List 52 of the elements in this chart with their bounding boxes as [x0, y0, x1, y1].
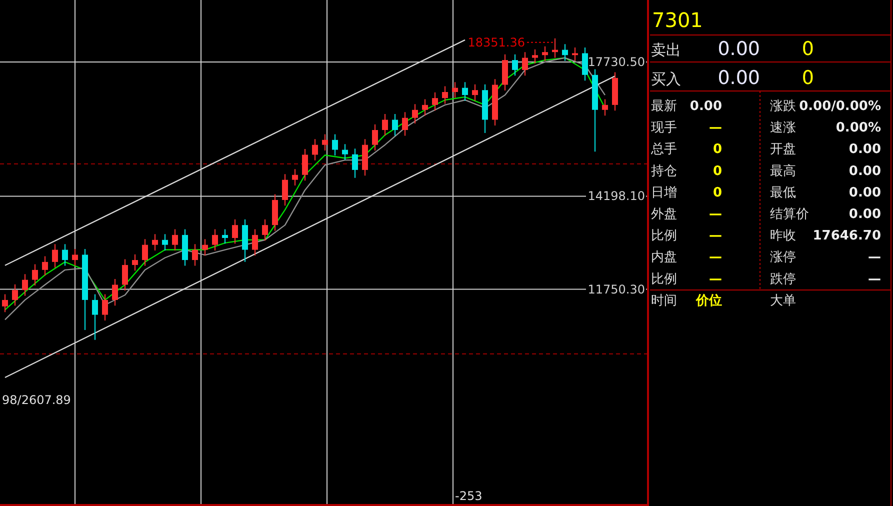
text: 持仓: [651, 164, 677, 179]
annotation: 98/2607.89: [2, 393, 71, 407]
text: —: [709, 207, 722, 222]
text: 速涨: [770, 120, 796, 136]
y-tick-label: 17730.50: [588, 54, 645, 69]
text: 0.00/0.00%: [799, 99, 881, 114]
text: 现手: [651, 120, 677, 136]
text: 价位: [695, 293, 722, 308]
text: 时间: [651, 293, 677, 308]
text: —: [709, 120, 722, 136]
text: 买入: [651, 70, 681, 88]
text: 最高: [770, 162, 796, 179]
text: 涨跌: [770, 99, 796, 114]
text: 0.00: [848, 142, 881, 158]
text: 卖出: [651, 41, 681, 59]
text: 0.00: [718, 38, 760, 60]
text: 开盘: [770, 142, 796, 158]
text: 昨收: [770, 228, 796, 244]
text: 结算价: [770, 207, 809, 222]
y-tick-label: 11750.30: [588, 282, 645, 296]
text: 0: [802, 38, 814, 60]
text: 总手: [650, 142, 677, 158]
text: 0.00: [848, 164, 881, 179]
annotation: -253: [455, 489, 482, 503]
text: 涨停: [770, 250, 796, 266]
text: 日增: [651, 185, 677, 200]
text: 0.00: [848, 185, 881, 200]
text: 内盘: [651, 250, 677, 266]
text: 0.00: [690, 99, 722, 114]
text: —: [709, 272, 722, 287]
text: —: [868, 250, 881, 266]
text: —: [868, 272, 881, 287]
text: 最新: [651, 99, 677, 114]
text: 17646.70: [812, 228, 881, 244]
text: 最低: [770, 185, 796, 200]
text: —: [709, 228, 722, 244]
text: 0.00: [848, 207, 881, 222]
text: 比例: [651, 272, 677, 287]
text: —: [709, 250, 722, 266]
y-tick-label: 14198.10: [588, 189, 645, 204]
text: 0.00: [718, 67, 760, 89]
text: 0: [802, 67, 814, 89]
text: 跌停: [770, 272, 796, 287]
text: 比例: [651, 228, 677, 244]
text: 外盘: [651, 207, 677, 222]
text: 0: [712, 164, 722, 179]
text: 0: [712, 185, 722, 200]
text: 0: [712, 142, 722, 158]
text: 0.00%: [836, 120, 881, 136]
text: 大单: [770, 293, 796, 308]
text: 7301: [652, 8, 703, 32]
annotation: 18351.36: [468, 35, 525, 50]
